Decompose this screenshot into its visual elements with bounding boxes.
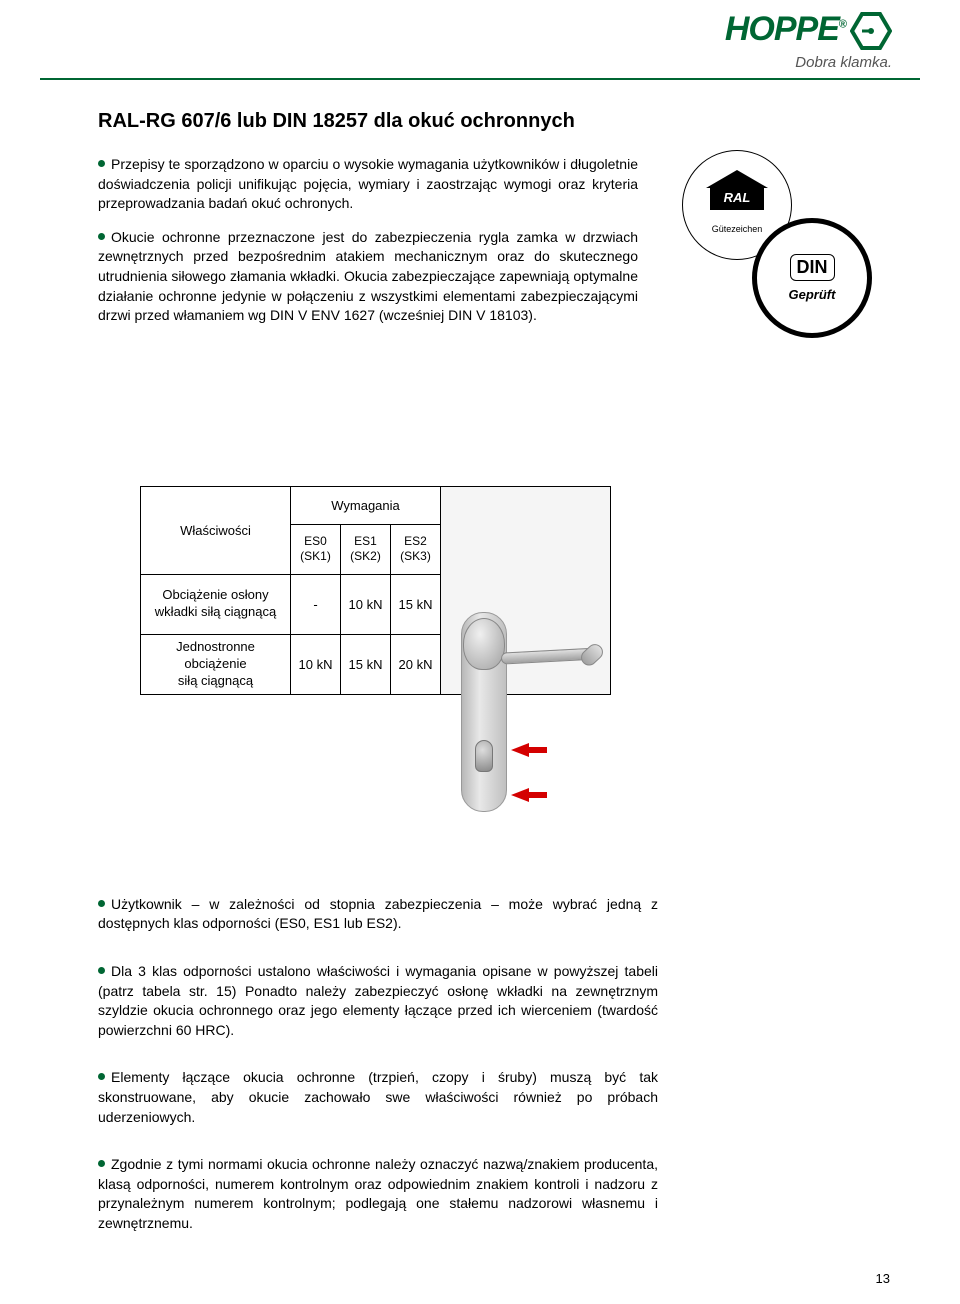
lower-paragraphs: Użytkownik – w zależności od stopnia zab… — [98, 895, 658, 1234]
door-knob-icon — [463, 618, 505, 670]
paragraph-5: Elementy łączące okucia ochronne (trzpie… — [98, 1068, 658, 1127]
page-content: RAL-RG 607/6 lub DIN 18257 dla okuć ochr… — [98, 110, 872, 1261]
brand-name: HOPPE® — [725, 10, 846, 49]
ral-text: RAL — [710, 186, 764, 210]
col-es2: ES2(SK3) — [391, 524, 441, 574]
cell-value: 10 kN — [291, 634, 341, 694]
paragraph-1-text: Przepisy te sporządzono w oparciu o wyso… — [98, 156, 638, 211]
col-es0: ES0(SK1) — [291, 524, 341, 574]
paragraph-3-text: Użytkownik – w zależności od stopnia zab… — [98, 896, 658, 932]
bullet-icon — [98, 1160, 105, 1167]
table-header-row: Właściwości Wymagania — [141, 486, 611, 524]
col-es1: ES1(SK2) — [341, 524, 391, 574]
bullet-icon — [98, 967, 105, 974]
th-properties: Właściwości — [141, 486, 291, 574]
paragraph-1: Przepisy te sporządzono w oparciu o wyso… — [98, 155, 638, 214]
paragraph-4-text: Dla 3 klas odporności ustalono właściwoś… — [98, 963, 658, 1038]
din-subtext: Geprüft — [789, 287, 836, 302]
header-divider — [40, 78, 920, 80]
page-title: RAL-RG 607/6 lub DIN 18257 dla okuć ochr… — [98, 110, 872, 133]
cell-value: 10 kN — [341, 574, 391, 634]
row-label-2: Jednostronne obciążenie siłą ciągnącą — [141, 634, 291, 694]
intro-column: Przepisy te sporządzono w oparciu o wyso… — [98, 155, 638, 326]
bullet-icon — [98, 900, 105, 907]
brand-tagline: Dobra klamka. — [795, 54, 892, 71]
ral-house-icon: RAL — [706, 176, 768, 218]
cell-value: 15 kN — [341, 634, 391, 694]
cell-value: - — [291, 574, 341, 634]
arrow-icon — [511, 788, 529, 802]
brand-reg: ® — [839, 19, 846, 31]
cell-value: 15 kN — [391, 574, 441, 634]
row-label-1: Obciążenie osłonywkładki siłą ciągnącą — [141, 574, 291, 634]
paragraph-6: Zgodnie z tymi normami okucia ochronne n… — [98, 1155, 658, 1233]
bullet-icon — [98, 1073, 105, 1080]
requirements-table-wrap: Właściwości Wymagania — [140, 486, 872, 695]
lever-handle-icon — [501, 648, 599, 665]
cell-value: 20 kN — [391, 634, 441, 694]
page-number: 13 — [876, 1271, 890, 1286]
din-text: DIN — [790, 254, 835, 281]
bullet-icon — [98, 233, 105, 240]
paragraph-6-text: Zgodnie z tymi normami okucia ochronne n… — [98, 1156, 658, 1231]
certification-badges: RAL Gütezeichen DIN Geprüft — [682, 150, 872, 260]
th-requirements: Wymagania — [291, 486, 441, 524]
requirements-table: Właściwości Wymagania — [140, 486, 611, 695]
din-badge: DIN Geprüft — [752, 218, 872, 338]
paragraph-5-text: Elementy łączące okucia ochronne (trzpie… — [98, 1069, 658, 1124]
bullet-icon — [98, 160, 105, 167]
paragraph-4: Dla 3 klas odporności ustalono właściwoś… — [98, 962, 658, 1040]
handle-illustration-cell — [441, 486, 611, 694]
ral-subtext: Gütezeichen — [712, 224, 763, 234]
arrow-icon — [511, 743, 529, 757]
paragraph-2: Okucie ochronne przeznaczone jest do zab… — [98, 228, 638, 326]
paragraph-2-text: Okucie ochronne przeznaczone jest do zab… — [98, 229, 638, 323]
paragraph-3: Użytkownik – w zależności od stopnia zab… — [98, 895, 658, 934]
brand-hex-icon — [850, 10, 892, 52]
lock-cylinder-icon — [475, 740, 493, 772]
brand-logo: HOPPE® — [725, 10, 892, 52]
